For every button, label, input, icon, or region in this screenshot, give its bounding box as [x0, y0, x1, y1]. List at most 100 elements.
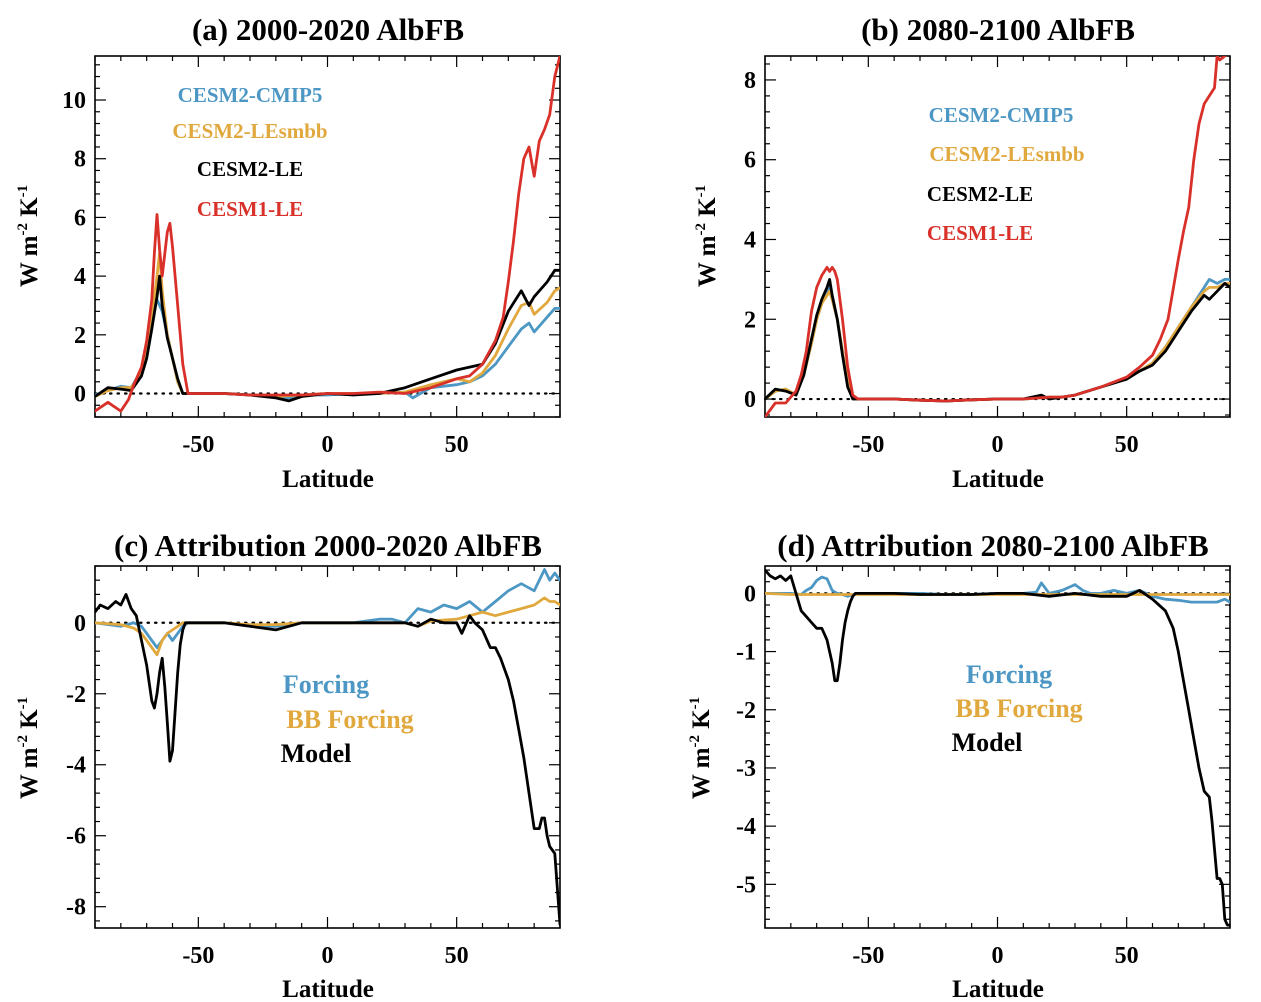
panel-a-ylabel-sup2: -1: [15, 185, 31, 198]
legend-cesm2-cmip5: CESM2-CMIP5: [929, 103, 1074, 127]
panel-d-ylabel: W m-2 K-1: [687, 697, 715, 799]
panel-d-ylabel-sup1: -2: [687, 735, 703, 748]
panel-d-ytick-label: -4: [736, 814, 756, 840]
panel-c-ticks: -50 0 50 -8 -6 -4 -2 0: [66, 565, 561, 969]
panel-c-ytick-label: -4: [66, 753, 86, 779]
panel-d-ticks: -50 0 50 -5 -4 -3 -2 -1 0: [736, 566, 1231, 969]
panel-b-ytick-label: 2: [744, 307, 756, 333]
legend-model: Model: [952, 728, 1023, 757]
panel-a-ytick-label: 8: [74, 147, 86, 173]
panel-b-ylabel-sup2: -1: [693, 185, 709, 198]
panel-a-series: [95, 56, 560, 413]
panel-b-ylabel: W m-2 K-1: [693, 185, 721, 287]
panel-d-xtick-label: 0: [992, 943, 1004, 969]
panel-a-ytick-label: 2: [74, 323, 86, 349]
panel-b-ytick-label: 4: [744, 227, 756, 253]
panel-b-title: (b) 2080-2100 AlbFB: [861, 12, 1135, 47]
panel-b-xlabel: Latitude: [952, 466, 1044, 493]
panel-c-ytick-label: -6: [66, 824, 86, 850]
panel-a-ytick-label: 4: [74, 264, 86, 290]
panel-a-title: (a) 2000-2020 AlbFB: [192, 12, 464, 47]
panel-c-ylabel: W m-2 K-1: [15, 697, 43, 799]
panel-c-xtick-label: 50: [445, 943, 469, 969]
panel-d-title: (d) Attribution 2080-2100 AlbFB: [777, 528, 1208, 563]
legend-cesm2-lesmbb: CESM2-LEsmbb: [172, 119, 327, 143]
panel-b-ylabel-sup1: -2: [693, 223, 709, 236]
panel-c-ylabel-main: W m: [16, 747, 43, 799]
panel-b-ytick-label: 6: [744, 148, 756, 174]
panel-c-ylabel-sup2: -1: [15, 697, 31, 710]
panel-c-ytick-label: -8: [66, 895, 86, 921]
legend-model: Model: [281, 739, 352, 768]
panel-c-series-model: [95, 593, 560, 926]
legend-forcing: Forcing: [966, 660, 1052, 689]
panel-c-xtick-label: 0: [322, 943, 334, 969]
panel-c-title: (c) Attribution 2000-2020 AlbFB: [114, 528, 542, 563]
panel-b-ytick-label: 0: [744, 387, 756, 413]
panel-d-xlabel: Latitude: [952, 976, 1044, 1002]
legend-cesm2-le: CESM2-LE: [197, 157, 303, 181]
panel-d-ytick-label: -5: [736, 872, 756, 898]
panel-c-legend: Forcing BB Forcing Model: [281, 670, 414, 768]
panel-b-series: [765, 56, 1230, 417]
panel-d-series-model: [765, 568, 1230, 927]
panel-a-ticks: -50 0 50 0 2 4 6 8 10: [62, 56, 561, 458]
panel-b: (b) 2080-2100 AlbFB -50 0 50 0 2 4 6 8 Latitude…: [693, 12, 1232, 493]
panel-b-xtick-label: -50: [852, 432, 884, 458]
panel-d-xtick-label: 50: [1115, 943, 1139, 969]
panel-a-legend: CESM2-CMIP5 CESM2-LEsmbb CESM2-LE CESM1-…: [172, 83, 327, 221]
panel-b-legend: CESM2-CMIP5 CESM2-LEsmbb CESM2-LE CESM1-…: [927, 103, 1085, 245]
panel-c-xtick-label: -50: [182, 943, 214, 969]
panel-c-ylabel-sup1: -2: [15, 735, 31, 748]
panel-a-ytick-label: 6: [74, 205, 86, 231]
panel-a-xtick-label: 50: [445, 432, 469, 458]
panel-c: (c) Attribution 2000-2020 AlbFB -50 0 50 -8…: [15, 528, 562, 1002]
panel-a-xtick-label: -50: [182, 432, 214, 458]
legend-bb-forcing: BB Forcing: [955, 694, 1082, 723]
panel-d-series: [765, 568, 1230, 927]
panel-d-ytick-label: -2: [736, 698, 756, 724]
panel-b-xtick-label: 50: [1115, 432, 1139, 458]
panel-d-xtick-label: -50: [852, 943, 884, 969]
panel-b-ticks: -50 0 50 0 2 4 6 8: [744, 56, 1231, 458]
panel-d-series-forcing: [765, 575, 1230, 604]
panel-a-ytick-label: 0: [74, 382, 86, 408]
legend-cesm1-le: CESM1-LE: [197, 197, 303, 221]
panel-a-xlabel: Latitude: [282, 466, 374, 493]
panel-c-xlabel: Latitude: [282, 976, 374, 1002]
panel-a-ylabel-sup1: -2: [15, 223, 31, 236]
panel-c-series-bb-forcing: [95, 596, 560, 657]
panel-c-series: [95, 568, 560, 926]
panel-c-ytick-label: -2: [66, 682, 86, 708]
panel-d-ylabel-sup2: -1: [687, 697, 703, 710]
panel-d-ylabel-mid: K: [688, 709, 715, 735]
panel-a-series-cesm1-le: [95, 56, 560, 413]
panel-b-ylabel-mid: K: [694, 197, 721, 223]
panel-d-ytick-label: -3: [736, 756, 756, 782]
panel-d: (d) Attribution 2080-2100 AlbFB -50 0 50-5…: [687, 528, 1232, 1002]
legend-forcing: Forcing: [283, 670, 369, 699]
panel-d-ytick-label: -1: [736, 640, 756, 666]
legend-cesm2-cmip5: CESM2-CMIP5: [178, 83, 323, 107]
panel-b-ytick-label: 8: [744, 68, 756, 94]
panel-a-series-cesm2-le: [95, 268, 560, 403]
legend-cesm1-le: CESM1-LE: [927, 221, 1033, 245]
panel-b-series-cesm1-le: [765, 56, 1228, 417]
panel-c-ylabel-mid: K: [16, 709, 43, 735]
panel-a-xtick-label: 0: [322, 432, 334, 458]
panel-b-xtick-label: 0: [992, 432, 1004, 458]
panel-a-ylabel-main: W m: [16, 235, 43, 287]
panel-a-ytick-label: 10: [62, 88, 86, 114]
panel-a-ylabel-mid: K: [16, 197, 43, 223]
legend-cesm2-le: CESM2-LE: [927, 182, 1033, 206]
panel-b-ylabel-main: W m: [694, 235, 721, 287]
panel-d-ylabel-main: W m: [688, 747, 715, 799]
panel-d-ytick-label: 0: [744, 581, 756, 607]
legend-cesm2-lesmbb: CESM2-LEsmbb: [929, 142, 1084, 166]
panel-c-ytick-label: 0: [74, 611, 86, 637]
panel-a: (a) 2000-2020 AlbFB -50 0 50 0 2 4 6 8 10 Latitu…: [15, 12, 562, 493]
panel-a-ylabel: W m-2 K-1: [15, 185, 43, 287]
panel-d-legend: Forcing BB Forcing Model: [952, 660, 1083, 757]
legend-bb-forcing: BB Forcing: [286, 705, 413, 734]
